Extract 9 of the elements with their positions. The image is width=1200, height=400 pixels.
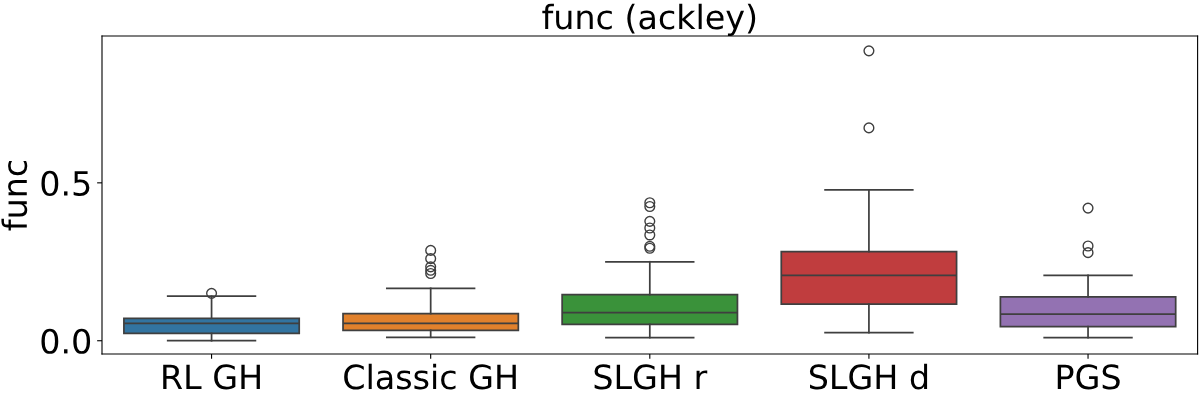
chart-title: func (ackley) — [542, 3, 756, 36]
x-tick-label: RL GH — [163, 364, 260, 390]
y-tick-label: 0.0 — [41, 328, 91, 354]
y-tick-label: 0.5 — [41, 170, 90, 196]
x-tick-label: SLGH d — [809, 363, 928, 390]
x-tick-label: PGS — [1057, 364, 1120, 390]
x-tick-label: SLGH r — [594, 364, 708, 390]
x-tick-label: Classic GH — [344, 363, 516, 390]
y-axis-title: func — [1, 160, 28, 231]
